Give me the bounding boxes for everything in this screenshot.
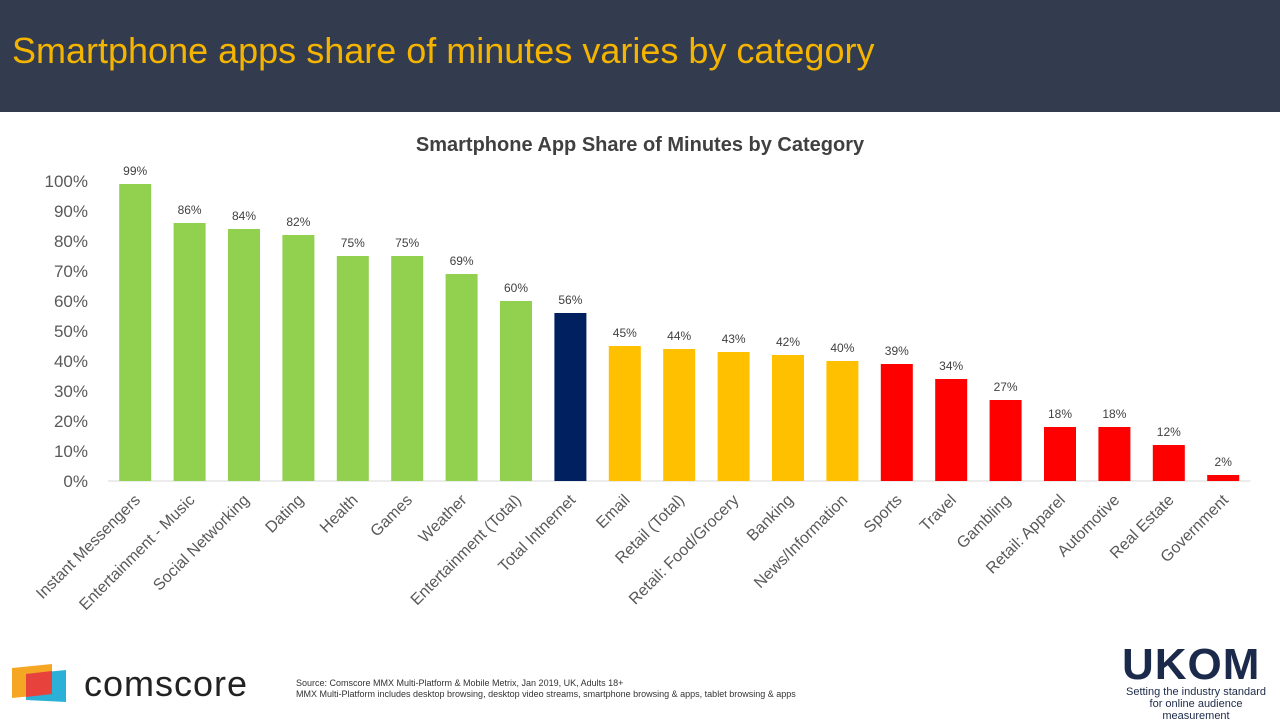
- category-label: Dating: [263, 492, 308, 537]
- data-label: 34%: [939, 359, 963, 373]
- category-label: Email: [593, 492, 633, 532]
- bar: [989, 400, 1022, 481]
- data-label: 18%: [1102, 407, 1126, 421]
- y-tick-label: 10%: [54, 442, 88, 461]
- data-label: 2%: [1215, 455, 1233, 469]
- source-note: Source: Comscore MMX Multi-Platform & Mo…: [296, 678, 796, 700]
- y-tick-label: 20%: [54, 412, 88, 431]
- y-tick-label: 60%: [54, 292, 88, 311]
- category-label: Weather: [416, 491, 471, 546]
- data-label: 56%: [558, 293, 582, 307]
- ukom-tagline: Setting the industry standard for online…: [1125, 686, 1267, 722]
- category-label: Sports: [861, 492, 906, 537]
- data-label: 42%: [776, 335, 800, 349]
- bar: [500, 301, 532, 481]
- y-tick-label: 70%: [54, 262, 88, 281]
- category-label: Entertainment (Total): [408, 492, 525, 609]
- y-tick-label: 0%: [63, 472, 88, 491]
- data-label: 40%: [830, 341, 854, 355]
- data-label: 75%: [341, 236, 365, 250]
- bar: [1044, 427, 1076, 481]
- category-label: Games: [368, 492, 416, 540]
- category-label: Banking: [744, 492, 797, 545]
- bar: [173, 223, 206, 481]
- data-label: 45%: [613, 326, 637, 340]
- bar: [935, 379, 968, 481]
- bar: [1152, 445, 1185, 481]
- category-label: Social Networking: [150, 492, 253, 595]
- category-label: Retail: Food/Grocery: [626, 492, 742, 608]
- y-tick-label: 80%: [54, 232, 88, 251]
- bar: [336, 256, 369, 481]
- comscore-logo: comscore: [84, 663, 249, 704]
- bar: [119, 184, 152, 481]
- bar: [1098, 427, 1131, 481]
- bar: [554, 313, 587, 481]
- y-tick-label: 90%: [54, 202, 88, 221]
- data-label: 18%: [1048, 407, 1072, 421]
- data-label: 43%: [722, 332, 746, 346]
- y-tick-label: 50%: [54, 322, 88, 341]
- y-tick-label: 100%: [45, 172, 88, 191]
- chart-title: Smartphone App Share of Minutes by Categ…: [415, 134, 865, 156]
- data-label: 12%: [1157, 425, 1181, 439]
- bar: [663, 349, 696, 481]
- data-label: 44%: [667, 329, 691, 343]
- bar: [391, 256, 424, 481]
- source-line-2: MMX Multi-Platform includes desktop brow…: [296, 689, 796, 699]
- bar: [445, 274, 478, 481]
- bar: [608, 346, 641, 481]
- header-banner: Smartphone apps share of minutes varies …: [0, 0, 1280, 112]
- data-label: 84%: [232, 209, 256, 223]
- bar: [772, 355, 804, 481]
- bar-chart: 0% 10% 20% 30% 40% 50% 60% 70% 80% 90% 100% 99% Inst…: [33, 164, 1251, 614]
- comscore-logo-icon: [12, 664, 66, 702]
- slide-title: Smartphone apps share of minutes varies …: [12, 30, 875, 71]
- ukom-logo: UKOM: [1122, 640, 1261, 689]
- y-tick-label: 40%: [54, 352, 88, 371]
- data-label: 82%: [286, 215, 310, 229]
- data-label: 60%: [504, 281, 528, 295]
- bar: [228, 229, 260, 481]
- data-label: 86%: [178, 203, 202, 217]
- bar: [717, 352, 750, 481]
- bar: [880, 364, 913, 481]
- source-line-1: Source: Comscore MMX Multi-Platform & Mo…: [296, 678, 624, 688]
- data-label: 39%: [885, 344, 909, 358]
- bar: [282, 235, 315, 481]
- data-label: 69%: [450, 254, 474, 268]
- y-tick-label: 30%: [54, 382, 88, 401]
- category-label: News/Information: [751, 492, 851, 592]
- data-label: 75%: [395, 236, 419, 250]
- data-label: 27%: [994, 380, 1018, 394]
- category-label: Health: [317, 492, 362, 537]
- bar: [1207, 475, 1240, 481]
- data-label: 99%: [123, 164, 147, 178]
- category-label: Travel: [917, 492, 960, 535]
- category-label: Instant Messengers: [33, 492, 144, 603]
- bar: [826, 361, 859, 481]
